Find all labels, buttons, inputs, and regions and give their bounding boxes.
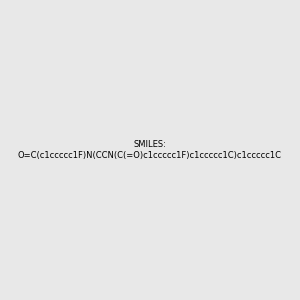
Text: SMILES:
O=C(c1ccccc1F)N(CCN(C(=O)c1ccccc1F)c1ccccc1C)c1ccccc1C: SMILES: O=C(c1ccccc1F)N(CCN(C(=O)c1ccccc… <box>18 140 282 160</box>
